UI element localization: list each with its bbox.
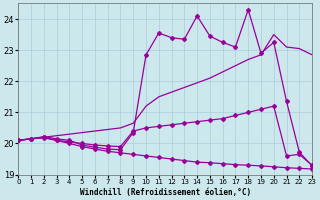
X-axis label: Windchill (Refroidissement éolien,°C): Windchill (Refroidissement éolien,°C)	[80, 188, 251, 197]
